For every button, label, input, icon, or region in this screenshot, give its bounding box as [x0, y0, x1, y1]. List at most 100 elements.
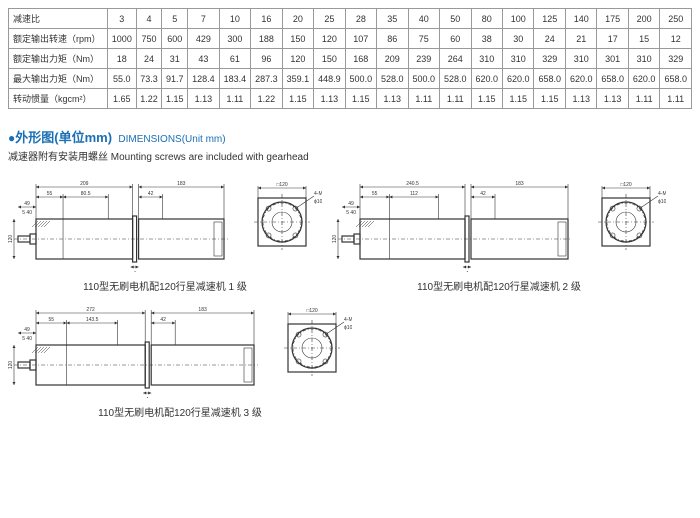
- table-row: 减速比3457101620252835405080100125140175200…: [9, 9, 692, 29]
- cell: 24: [136, 49, 162, 69]
- diagram-2: 240.5 183 55 112 42 495 40 120 4 □1204-M…: [332, 177, 666, 293]
- cell: 120: [314, 29, 345, 49]
- cell: 60: [440, 29, 471, 49]
- cell: 1.11: [660, 89, 692, 109]
- svg-text:272: 272: [86, 307, 95, 313]
- cell: 120: [282, 49, 313, 69]
- title-en: DIMENSIONS(Unit mm): [118, 134, 225, 145]
- svg-text:143.5: 143.5: [86, 317, 99, 323]
- cell: 658.0: [534, 69, 565, 89]
- subtitle-en: Mounting screws are included with gearhe…: [111, 152, 309, 163]
- diagram-caption: 110型无刷电机配120行星减速机 2 级: [417, 278, 581, 293]
- cell: 3: [108, 9, 137, 29]
- cell: 1.11: [628, 89, 659, 109]
- svg-text:4-M8T20: 4-M8T20: [658, 191, 666, 197]
- cell: 620.0: [565, 69, 596, 89]
- cell: 61: [219, 49, 250, 69]
- cell: 28: [345, 9, 376, 29]
- cell: 86: [377, 29, 408, 49]
- cell: 359.1: [282, 69, 313, 89]
- cell: 500.0: [408, 69, 439, 89]
- cell: 620.0: [628, 69, 659, 89]
- cell: 4: [136, 9, 162, 29]
- svg-text:183: 183: [515, 181, 524, 187]
- svg-text:□120: □120: [620, 182, 632, 188]
- cell: 1.13: [597, 89, 628, 109]
- cell: 31: [162, 49, 188, 69]
- cell: 1.15: [534, 89, 565, 109]
- cell: 750: [136, 29, 162, 49]
- diagram-caption: 110型无刷电机配120行星减速机 1 级: [83, 278, 247, 293]
- cell: 1.13: [377, 89, 408, 109]
- cell: 20: [282, 9, 313, 29]
- cell: 43: [188, 49, 219, 69]
- cell: 310: [565, 49, 596, 69]
- cell: 310: [628, 49, 659, 69]
- cell: 448.9: [314, 69, 345, 89]
- svg-text:ϕ100: ϕ100: [658, 199, 666, 205]
- svg-text:49: 49: [24, 201, 30, 207]
- svg-text:55: 55: [49, 317, 55, 323]
- cell: 7: [188, 9, 219, 29]
- cell: 1.11: [408, 89, 439, 109]
- cell: 107: [345, 29, 376, 49]
- cell: 38: [471, 29, 502, 49]
- cell: 50: [440, 9, 471, 29]
- svg-text:112: 112: [410, 191, 418, 197]
- cell: 600: [162, 29, 188, 49]
- svg-text:55: 55: [47, 191, 53, 197]
- title-cn: 外形图(单位mm): [15, 130, 112, 145]
- cell: 250: [660, 9, 692, 29]
- svg-text:49: 49: [348, 201, 354, 207]
- cell: 91.7: [162, 69, 188, 89]
- cell: 12: [660, 29, 692, 49]
- cell: 40: [408, 9, 439, 29]
- section-title: ●外形图(单位mm) DIMENSIONS(Unit mm): [8, 127, 692, 146]
- svg-text:42: 42: [480, 191, 486, 197]
- cell: 264: [440, 49, 471, 69]
- cell: 329: [534, 49, 565, 69]
- cell: 287.3: [251, 69, 282, 89]
- section-subtitle: 减速器附有安装用螺丝 Mounting screws are included …: [8, 148, 692, 163]
- diagram-row-2: 272 183 55 143.5 42 495 40 120 4 □1204-M…: [8, 303, 692, 419]
- svg-text:4: 4: [146, 397, 149, 398]
- side-view: 240.5 183 55 112 42 495 40 120 4: [332, 177, 582, 272]
- cell: 1.11: [219, 89, 250, 109]
- svg-text:80.5: 80.5: [81, 191, 91, 197]
- svg-text:183: 183: [177, 181, 186, 187]
- row-label: 额定输出转速（rpm）: [9, 29, 108, 49]
- svg-text:5 40: 5 40: [22, 210, 32, 216]
- svg-text:5 40: 5 40: [22, 336, 32, 342]
- cell: 1.15: [471, 89, 502, 109]
- cell: 1.65: [108, 89, 137, 109]
- cell: 18: [108, 49, 137, 69]
- row-label: 转动惯量（kgcm²）: [9, 89, 108, 109]
- svg-text:5 40: 5 40: [346, 210, 356, 216]
- svg-text:42: 42: [160, 317, 166, 323]
- svg-text:□120: □120: [306, 308, 318, 314]
- cell: 128.4: [188, 69, 219, 89]
- cell: 1.13: [314, 89, 345, 109]
- cell: 150: [314, 49, 345, 69]
- cell: 75: [408, 29, 439, 49]
- cell: 55.0: [108, 69, 137, 89]
- subtitle-cn: 减速器附有安装用螺丝: [8, 152, 108, 163]
- cell: 35: [377, 9, 408, 29]
- svg-text:ϕ100: ϕ100: [314, 199, 322, 205]
- svg-text:49: 49: [24, 327, 30, 333]
- cell: 209: [377, 49, 408, 69]
- diagram-1: 209 183 55 80.5 42 495 40 120 4 □1204-M8…: [8, 177, 322, 293]
- cell: 30: [503, 29, 534, 49]
- cell: 1.15: [162, 89, 188, 109]
- cell: 301: [597, 49, 628, 69]
- svg-text:4: 4: [466, 271, 469, 272]
- cell: 310: [503, 49, 534, 69]
- svg-text:209: 209: [80, 181, 89, 187]
- cell: 1.22: [136, 89, 162, 109]
- table-row: 转动惯量（kgcm²）1.651.221.151.131.111.221.151…: [9, 89, 692, 109]
- cell: 17: [597, 29, 628, 49]
- svg-text:55: 55: [372, 191, 378, 197]
- svg-text:4-M8T20: 4-M8T20: [314, 191, 322, 197]
- cell: 1.15: [503, 89, 534, 109]
- cell: 168: [345, 49, 376, 69]
